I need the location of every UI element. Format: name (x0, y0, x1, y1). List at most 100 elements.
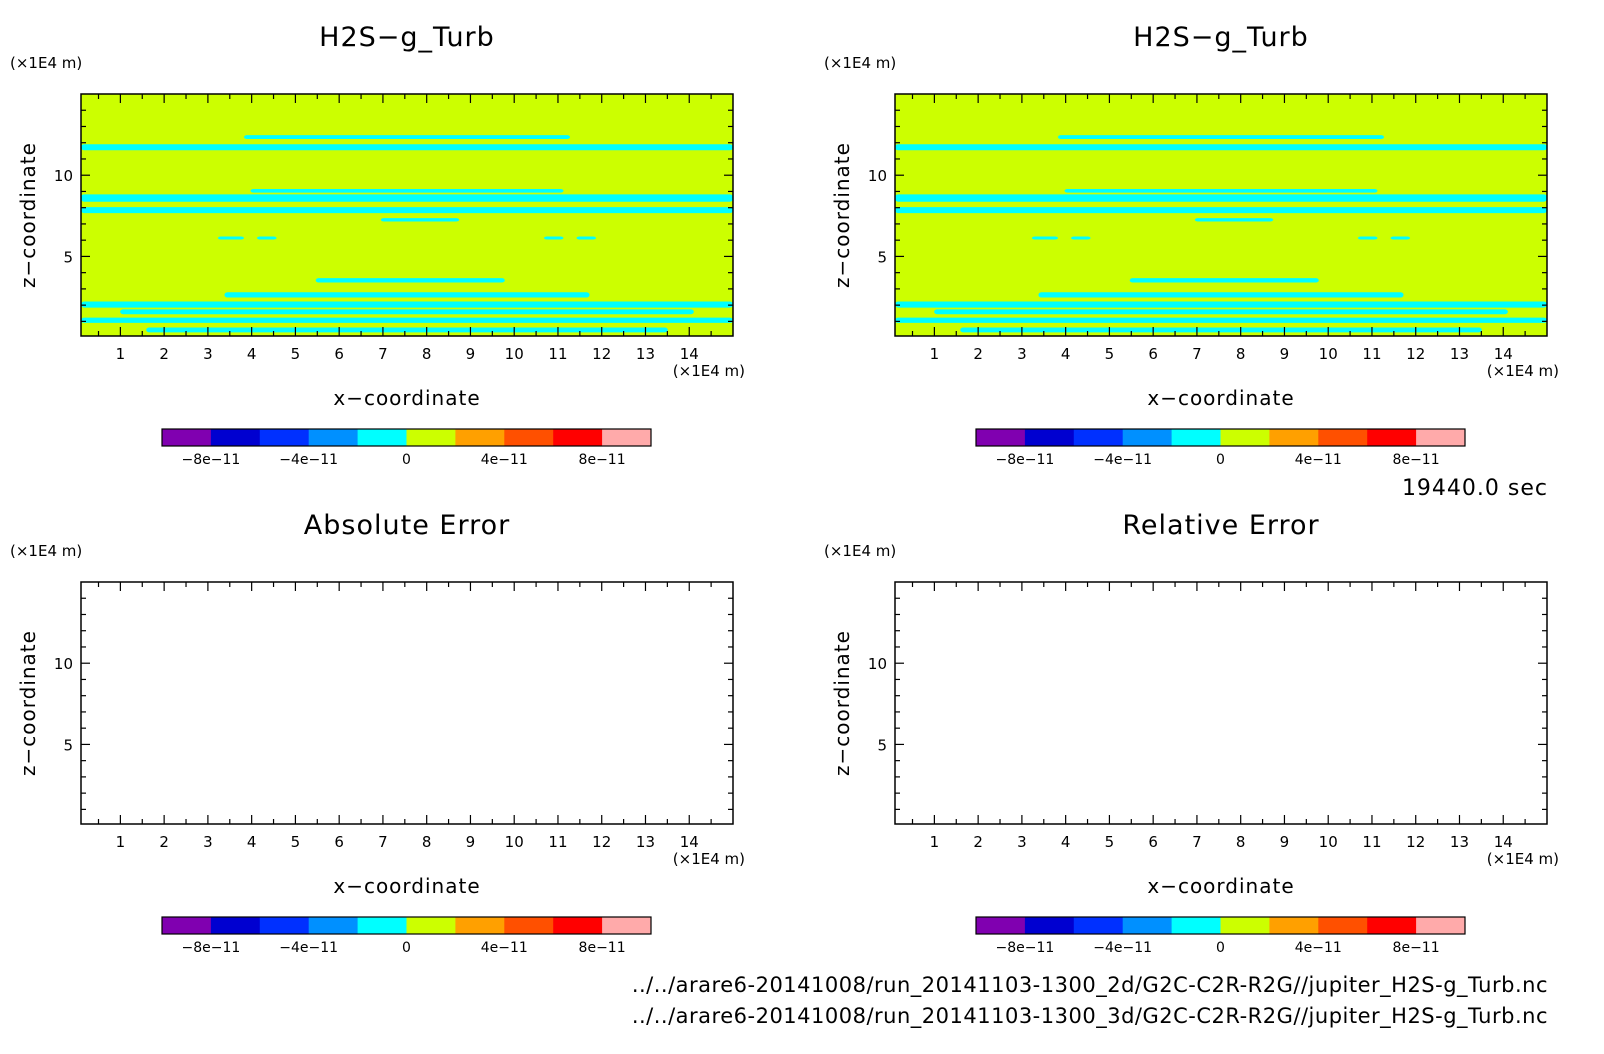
colorbar-tick-label: 4e−11 (481, 452, 528, 468)
x-tick-label: 13 (636, 345, 655, 363)
y-axis-label: z−coordinate (16, 630, 40, 776)
x-tick-label: 3 (1017, 833, 1027, 851)
x-tick-label: 8 (422, 345, 432, 363)
x-tick-label: 14 (1494, 833, 1513, 851)
colorbar-frame (975, 428, 1466, 447)
plot-frame (894, 581, 1548, 825)
colorbar-tick-label: 8e−11 (1393, 452, 1440, 468)
x-tick-label: 10 (1319, 345, 1338, 363)
colorbar-swatch (455, 917, 505, 934)
x-tick-label: 2 (159, 345, 169, 363)
contour-band (1038, 292, 1404, 298)
x-unit-label: (×1E4 m) (1487, 362, 1559, 380)
x-tick-label: 9 (1280, 833, 1290, 851)
x-tick-label: 6 (1148, 833, 1158, 851)
contour-band (1129, 278, 1319, 283)
x-tick-label: 8 (422, 833, 432, 851)
contour-band (315, 278, 505, 283)
x-tick-label: 6 (334, 345, 344, 363)
field-background (895, 94, 1547, 336)
colorbar-swatch (1416, 429, 1466, 446)
colorbar-swatch (602, 917, 652, 934)
colorbar-tick-label: −4e−11 (1093, 940, 1152, 956)
colorbar-swatch (1269, 429, 1319, 446)
x-tick-label: 4 (247, 833, 257, 851)
panel-4: Relative Error(×1E4 m)(×1E4 m)1 2 3 4 5 6 7 8 9 1… (824, 510, 1559, 956)
contour-band (960, 327, 1482, 333)
colorbar-tick-label: −8e−11 (182, 452, 241, 468)
colorbar-frame (975, 916, 1466, 935)
colorbar-tick-label: −8e−11 (996, 452, 1055, 468)
colorbar-swatch (1024, 429, 1075, 446)
plot-frame (80, 581, 734, 825)
contour-band (1071, 236, 1091, 240)
x-unit-label: (×1E4 m) (1487, 850, 1559, 868)
colorbar-swatch (1269, 917, 1319, 934)
x-tick-label: 10 (1319, 833, 1338, 851)
x-tick-label: 2 (159, 833, 169, 851)
colorbar-tick-label: −4e−11 (279, 940, 338, 956)
colorbar-swatch (357, 917, 407, 934)
chart-title: H2S−g_Turb (319, 22, 495, 53)
y-tick-label: 10 (868, 655, 887, 673)
x-tick-label: 1 (930, 833, 940, 851)
y-unit-label: (×1E4 m) (10, 542, 82, 560)
contour-band (120, 309, 694, 315)
colorbar-swatch (1073, 917, 1124, 934)
contour-band (895, 301, 1547, 308)
x-tick-label: 10 (505, 345, 524, 363)
x-tick-label: 8 (1236, 345, 1246, 363)
x-tick-label: 9 (1280, 345, 1290, 363)
y-unit-label: (×1E4 m) (824, 542, 896, 560)
contour-band (81, 194, 733, 202)
contour-band (543, 236, 564, 240)
contour-band (934, 309, 1508, 315)
colorbar-swatch (1171, 429, 1221, 446)
colorbar-tick-label: 0 (402, 940, 411, 956)
x-tick-label: 5 (291, 345, 301, 363)
panel-2: H2S−g_Turb(×1E4 m)(×1E4 m)1 2 3 4 5 6 7 8 9 10 11 1… (824, 22, 1559, 468)
x-tick-label: 5 (1105, 833, 1115, 851)
colorbar-swatch (406, 917, 456, 934)
x-tick-label: 13 (1450, 833, 1469, 851)
colorbar-swatch (1367, 917, 1417, 934)
colorbar-swatch (455, 429, 505, 446)
x-axis-label: x−coordinate (1147, 386, 1294, 410)
x-tick-label: 9 (466, 345, 476, 363)
x-tick-label: 13 (636, 833, 655, 851)
colorbar-swatch (210, 429, 261, 446)
y-tick-label: 5 (877, 736, 887, 754)
field-background (81, 94, 733, 336)
x-tick-label: 4 (247, 345, 257, 363)
colorbar-swatch (1367, 429, 1417, 446)
y-tick-label: 10 (54, 167, 73, 185)
colorbar-swatch (308, 429, 359, 446)
x-tick-label: 7 (1192, 833, 1202, 851)
x-axis-label: x−coordinate (333, 386, 480, 410)
x-tick-label: 6 (334, 833, 344, 851)
y-axis-label: z−coordinate (830, 142, 854, 288)
colorbar-swatch (1122, 429, 1173, 446)
contour-band (224, 292, 590, 298)
colorbar-tick-label: 4e−11 (1295, 940, 1342, 956)
x-tick-label: 9 (466, 833, 476, 851)
panel-3: Absolute Error(×1E4 m)(×1E4 m)1 2 3 4 5 6 7 8 9 1… (10, 510, 745, 956)
plot-frame (894, 93, 1548, 337)
colorbar-swatch (1220, 429, 1270, 446)
colorbar-swatch (504, 917, 554, 934)
x-tick-label: 14 (680, 345, 699, 363)
contour-band (895, 207, 1547, 214)
contour-band (1064, 188, 1378, 193)
x-tick-label: 11 (1362, 345, 1381, 363)
x-axis-label: x−coordinate (333, 874, 480, 898)
x-tick-label: 11 (548, 833, 567, 851)
contour-band (895, 194, 1547, 202)
contour-band (1031, 236, 1058, 240)
colorbar-swatch (553, 917, 603, 934)
file-path-3d: ../../arare6-20141008/run_20141103-1300_… (632, 1004, 1548, 1029)
y-unit-label: (×1E4 m) (10, 54, 82, 72)
colorbar-tick-label: 8e−11 (579, 452, 626, 468)
y-axis-label: z−coordinate (16, 142, 40, 288)
x-tick-label: 14 (680, 833, 699, 851)
